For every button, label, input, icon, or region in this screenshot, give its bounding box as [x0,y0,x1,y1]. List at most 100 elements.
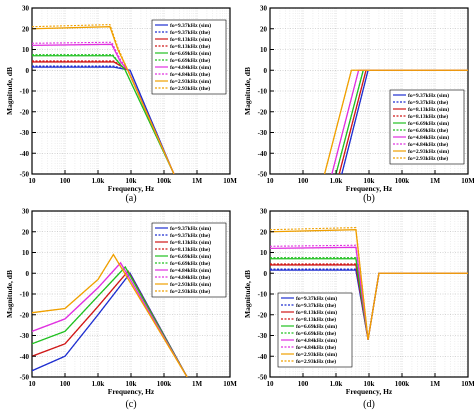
series-line [32,272,188,377]
series-line [324,69,468,174]
y-tick-label: -20 [258,108,268,116]
panel-label: (c) [125,399,136,410]
legend-label: fo=8.13kHz (sim) [296,309,337,316]
legend-label: fo=9.37kHz (sim) [296,295,337,302]
legend-label: fo=4.84kHz (sim) [170,64,211,71]
x-tick-label: 10M [461,380,474,388]
legend-label: fo=9.37kHz (sim) [408,92,449,99]
x-tick-label: 10M [223,380,237,388]
series-line [32,261,188,377]
x-tick-label: 10 [267,380,275,388]
panels-layer: 10 100 1.0k 10k 100k 1M 10M-50-40-30-20-100102… [5,5,474,411]
chart-panel: 10 100 1.0k 10k 100k 1M 10M -50 -40 -30 -20 -10 0 10 2… [5,208,237,411]
y-tick-label: -20 [20,108,30,116]
x-tick-label: 10k [364,177,375,185]
legend-label: fo=9.37kHz (sim) [170,225,211,232]
series-line [32,65,175,174]
y-tick-label: 10 [22,249,30,257]
legend-label: fo=8.13kHz (the) [170,43,210,50]
legend-label: fo=4.84kHz (the) [408,141,448,148]
legend-label: fo=2.93kHz (sim) [408,148,449,155]
y-tick-label: 20 [260,228,268,236]
y-tick-label: -10 [258,88,268,96]
x-tick-label: 1M [192,380,203,388]
x-tick-label: 1M [430,380,441,388]
y-tick-label: 20 [22,25,30,33]
series-line [335,69,468,174]
y-tick-label: 0 [26,67,30,75]
legend-label: fo=8.13kHz (the) [408,113,448,120]
x-tick-label: 100 [60,177,71,185]
series-line [270,268,468,340]
legend-label: fo=8.13kHz (sim) [170,36,211,43]
x-tick-label: 10 [267,177,275,185]
y-tick-label: 30 [22,208,30,216]
x-tick-label: 1M [192,177,203,185]
y-tick-label: -40 [20,353,30,361]
series-line [32,24,175,174]
legend-label: fo=4.84kHz (sim) [408,134,449,141]
legend-label: fo=6.69kHz (the) [170,57,210,64]
legend-label: fo=4.84kHz (the) [170,71,210,78]
x-tick-label: 1.0k [330,380,343,388]
y-tick-label: -30 [258,129,268,137]
x-tick-label: 10 [29,380,37,388]
y-tick-label: -20 [258,311,268,319]
legend-label: fo=9.37kHz (sim) [170,22,211,29]
legend-label: fo=6.69kHz (the) [296,330,336,337]
x-tick-label: 1M [430,177,441,185]
legend-label: fo=2.93kHz (sim) [170,281,211,288]
y-tick-label: -30 [20,129,30,137]
y-tick-label: -50 [20,171,30,179]
legend-label: fo=9.37kHz (the) [296,302,336,309]
y-tick-label: -40 [20,150,30,158]
chart-panel: 10 100 1.0k 10k 100k 1M 10M -50 -40 -30 -20 -10 0 10 2… [5,5,237,205]
legend-label: fo=2.93kHz (the) [170,288,210,295]
legend-label: fo=6.69kHz (the) [170,260,210,267]
legend-label: fo=6.69kHz (the) [408,127,448,134]
legend-box [277,292,353,368]
x-tick-label: 100k [157,380,172,388]
x-axis-label: Frequency, Hz [108,387,155,396]
y-tick-label: 0 [26,270,30,278]
x-tick-label: 10k [364,380,375,388]
y-tick-label: 30 [260,208,268,216]
legend-label: fo=2.93kHz (the) [408,155,448,162]
legend-box [389,89,465,165]
legend-label: fo=4.84kHz (sim) [170,267,211,274]
legend-label: fo=4.84kHz (the) [296,344,336,351]
y-tick-label: -10 [20,88,30,96]
x-axis-label: Frequency, Hz [346,184,393,193]
y-tick-label: -30 [258,332,268,340]
series-line [32,266,188,377]
legend-label: fo=6.69kHz (sim) [296,323,337,330]
y-tick-label: -50 [20,374,30,382]
panel-label: (b) [363,193,375,204]
series-line [341,69,468,174]
series-group [32,253,188,377]
x-tick-label: 10 [29,177,37,185]
series-group [32,24,175,174]
y-tick-label: 10 [260,46,268,54]
legend-box [151,19,227,95]
y-tick-label: -40 [258,353,268,361]
panel-label: (a) [125,193,136,204]
legend: fo=9.37kHz (sim)fo=9.37kHz (the)fo=8.13k… [151,222,227,298]
x-tick-label: 1.0k [330,177,343,185]
y-tick-label: 10 [260,249,268,257]
legend-box [151,222,227,298]
legend-label: fo=6.69kHz (sim) [170,50,211,57]
y-tick-label: 10 [22,46,30,54]
y-axis-label: Magnitude, dB [5,270,14,318]
legend-label: fo=9.37kHz (the) [170,29,210,36]
legend: fo=9.37kHz (sim)fo=9.37kHz (the)fo=8.13k… [151,19,227,95]
x-tick-label: 100k [157,177,172,185]
legend-label: fo=2.93kHz (sim) [296,351,337,358]
legend: fo=9.37kHz (sim)fo=9.37kHz (the)fo=8.13k… [277,292,353,368]
x-tick-label: 10k [126,380,137,388]
x-tick-label: 100 [298,380,309,388]
legend-label: fo=6.69kHz (sim) [408,120,449,127]
series-line [270,227,468,340]
series-group [270,227,468,340]
